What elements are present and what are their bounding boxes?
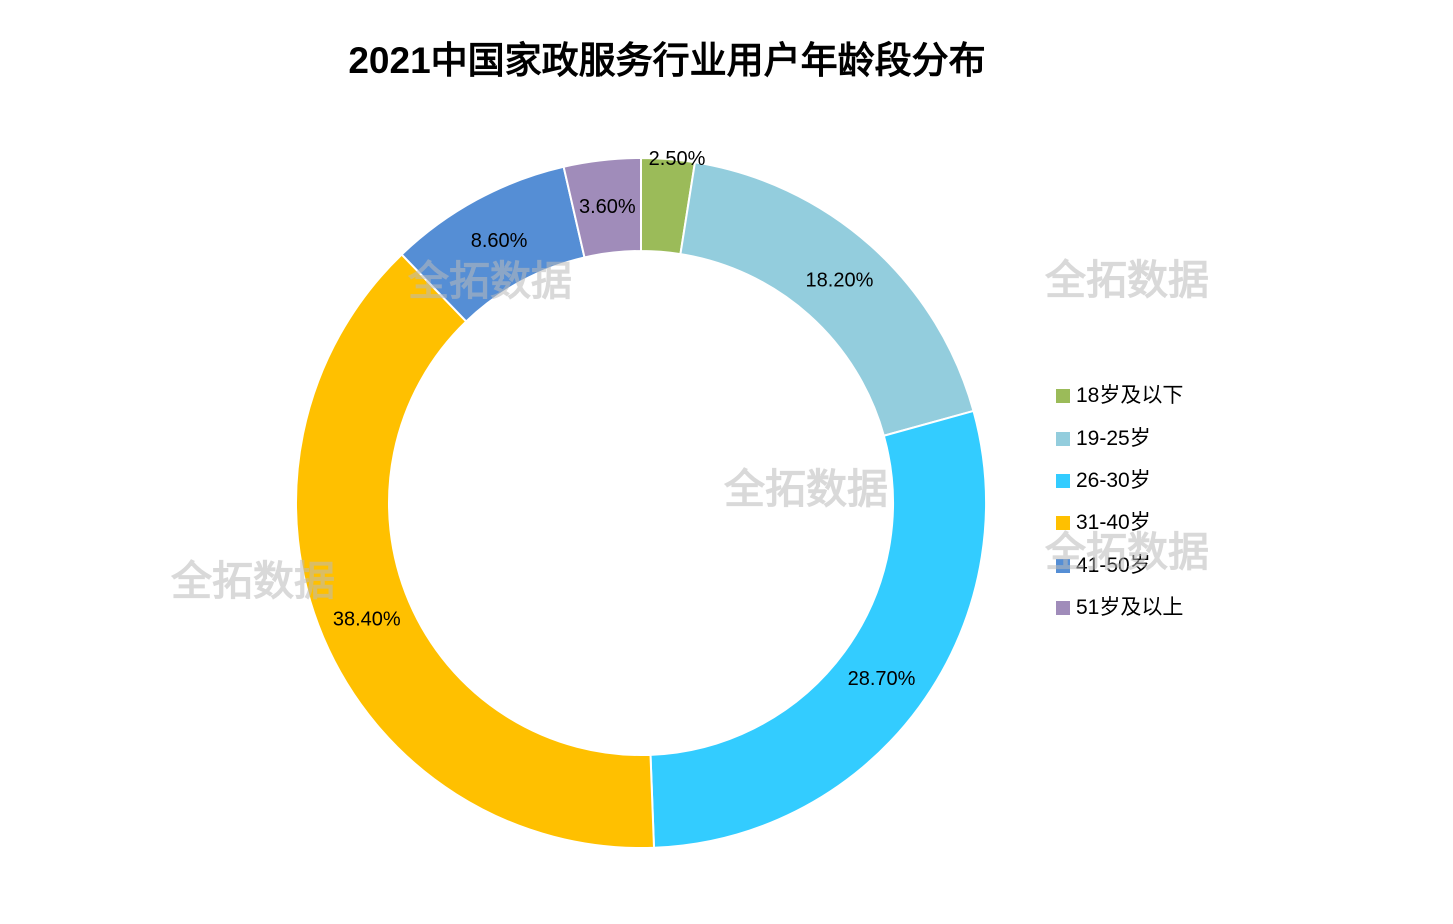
donut-slice (562, 156, 642, 259)
legend-label: 41-50岁 (1076, 553, 1151, 577)
data-label: 18.20% (806, 270, 874, 292)
legend-item: 26-30岁 (1056, 460, 1183, 502)
legend-swatch (1056, 601, 1070, 616)
data-label: 8.60% (471, 230, 528, 252)
data-label: 3.60% (579, 196, 636, 218)
legend-item: 41-50岁 (1056, 545, 1183, 587)
legend-swatch (1056, 431, 1070, 446)
legend-label: 18岁及以下 (1076, 384, 1184, 408)
donut-slices (295, 156, 987, 849)
legend-label: 31-40岁 (1076, 511, 1151, 535)
legend-swatch (1056, 516, 1070, 531)
legend-item: 51岁及以上 (1056, 587, 1183, 629)
donut-slice (295, 253, 656, 849)
data-label: 2.50% (649, 148, 706, 170)
legend-swatch (1056, 473, 1070, 488)
data-labels: 2.50% 18.20% 28.70% 38.40% 8.60% 3.60% (333, 148, 916, 690)
legend-swatch (1056, 389, 1070, 404)
chart-title: 2021中国家政服务行业用户年龄段分布 (348, 40, 986, 81)
data-label: 38.40% (333, 609, 401, 631)
legend: 18岁及以下 19-25岁 26-30岁 31-40岁 41-50岁 51岁及以… (1056, 375, 1183, 629)
legend-item: 19-25岁 (1056, 417, 1183, 459)
legend-item: 18岁及以下 (1056, 375, 1183, 417)
legend-label: 19-25岁 (1076, 426, 1151, 450)
legend-item: 31-40岁 (1056, 502, 1183, 544)
legend-swatch (1056, 558, 1070, 573)
legend-label: 26-30岁 (1076, 468, 1151, 492)
donut-slice (679, 161, 975, 437)
legend-label: 51岁及以上 (1076, 596, 1184, 620)
donut-slice (649, 409, 987, 849)
data-label: 28.70% (848, 668, 916, 690)
